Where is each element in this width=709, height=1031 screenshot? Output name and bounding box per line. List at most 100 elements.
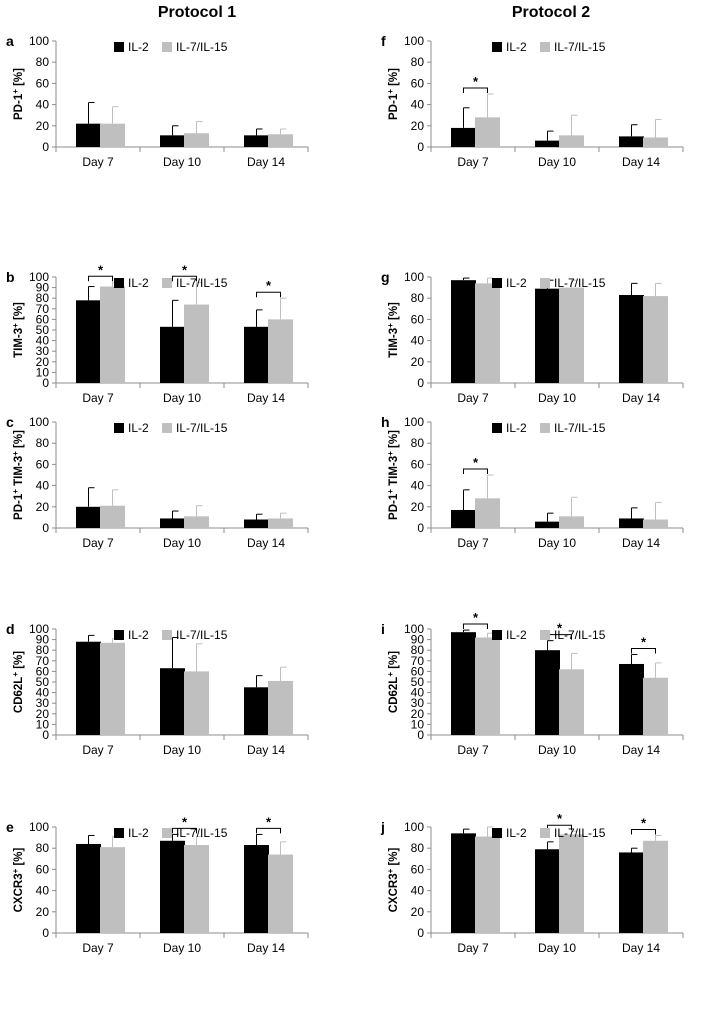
x-tick-label: Day 14 <box>247 941 285 955</box>
y-tick-label: 80 <box>411 643 425 657</box>
y-tick-label: 20 <box>411 119 425 133</box>
y-tick-label: 30 <box>411 696 425 710</box>
legend: IL-2 IL-7/IL-15 <box>492 826 606 840</box>
legend-label: IL-2 <box>128 628 149 642</box>
bar-il-2-3 <box>244 687 269 735</box>
bar-il-2-2 <box>535 521 560 528</box>
bar-il-2-2 <box>535 140 560 147</box>
y-tick-label: 10 <box>36 365 50 379</box>
y-tick-label: 20 <box>411 905 425 919</box>
bar-il-7-il-15-2 <box>559 287 584 383</box>
y-tick-label: 0 <box>42 728 49 742</box>
legend: IL-2 IL-7/IL-15 <box>114 628 228 642</box>
y-tick-label: 0 <box>417 926 424 940</box>
significance-star: * <box>473 74 479 89</box>
bar-il-7-il-15-1 <box>100 847 125 933</box>
bar-il-7-il-15-3 <box>268 518 293 528</box>
panel-a: a 0 20 40 60 80 100 Day 7 Day 10 Day 14 PD-1+ [%] I… <box>6 33 309 169</box>
bar-il-2-1 <box>76 641 101 735</box>
significance-star: * <box>266 278 272 293</box>
y-tick-label: 60 <box>36 862 50 876</box>
bar-il-2-3 <box>619 852 644 933</box>
y-tick-label: 100 <box>404 270 424 284</box>
y-tick-label: 0 <box>42 376 49 390</box>
y-tick-label: 40 <box>36 334 50 348</box>
y-tick-label: 100 <box>29 34 49 48</box>
bar-il-2-3 <box>244 326 269 383</box>
bar-il-7-il-15-3 <box>643 137 668 147</box>
legend-label: IL-7/IL-15 <box>176 40 228 54</box>
bar-il-7-il-15-1 <box>475 836 500 933</box>
y-tick-label: 20 <box>411 500 425 514</box>
y-tick-label: 60 <box>411 76 425 90</box>
panel-letter-i: i <box>381 621 385 637</box>
y-tick-label: 10 <box>36 717 50 731</box>
y-tick-label: 80 <box>411 436 425 450</box>
y-tick-label: 100 <box>404 820 424 834</box>
y-tick-label: 60 <box>411 457 425 471</box>
bar-il-7-il-15-2 <box>559 516 584 528</box>
bar-il-7-il-15-3 <box>268 134 293 147</box>
panel-letter-e: e <box>6 819 14 835</box>
x-tick-label: Day 7 <box>82 743 114 757</box>
significance-bracket <box>172 827 197 834</box>
bar-il-2-2 <box>160 135 185 147</box>
significance-star: * <box>641 634 647 649</box>
x-tick-label: Day 14 <box>247 536 285 550</box>
significance-bracket <box>463 87 488 93</box>
legend-swatch <box>492 278 502 288</box>
y-tick-label: 0 <box>42 140 49 154</box>
legend: IL-2 IL-7/IL-15 <box>114 826 228 840</box>
y-tick-label: 50 <box>411 675 425 689</box>
bar-il-7-il-15-2 <box>559 135 584 147</box>
legend: IL-2 IL-7/IL-15 <box>492 40 606 54</box>
y-tick-label: 100 <box>404 622 424 636</box>
legend-swatch <box>114 630 124 640</box>
y-tick-label: 60 <box>36 457 50 471</box>
bar-il-2-1 <box>76 300 101 383</box>
bar-il-2-1 <box>451 127 476 147</box>
y-tick-label: 40 <box>411 479 425 493</box>
bar-il-2-2 <box>160 840 185 933</box>
y-tick-label: 70 <box>411 654 425 668</box>
y-tick-label: 40 <box>411 334 425 348</box>
y-tick-label: 30 <box>36 696 50 710</box>
bar-il-2-1 <box>76 506 101 528</box>
significance-star: * <box>641 815 647 830</box>
x-tick-label: Day 7 <box>82 536 114 550</box>
bar-il-2-1 <box>451 833 476 933</box>
bar-il-7-il-15-2 <box>184 845 209 933</box>
bar-il-2-3 <box>619 518 644 528</box>
bar-il-7-il-15-3 <box>643 677 668 735</box>
bar-il-2-2 <box>535 849 560 933</box>
y-axis-label: TIM-3+ [%] <box>386 302 400 358</box>
x-tick-label: Day 14 <box>247 391 285 405</box>
y-tick-label: 60 <box>411 312 425 326</box>
x-tick-label: Day 10 <box>538 155 576 169</box>
y-tick-label: 50 <box>36 323 50 337</box>
bar-il-7-il-15-3 <box>643 519 668 528</box>
y-tick-label: 100 <box>404 415 424 429</box>
x-tick-label: Day 10 <box>538 941 576 955</box>
legend-label: IL-7/IL-15 <box>554 826 606 840</box>
legend-swatch <box>114 828 124 838</box>
bar-il-7-il-15-3 <box>268 680 293 735</box>
y-axis-label: PD-1+ TIM-3+ [%] <box>386 430 400 520</box>
y-tick-label: 0 <box>417 140 424 154</box>
x-tick-label: Day 7 <box>82 391 114 405</box>
y-tick-label: 100 <box>29 270 49 284</box>
bar-il-2-2 <box>160 518 185 528</box>
significance-bracket <box>172 275 197 282</box>
bar-il-7-il-15-1 <box>100 642 125 735</box>
significance-bracket <box>547 824 572 831</box>
y-axis-label: CD62L+ [%] <box>11 651 25 713</box>
bar-il-7-il-15-2 <box>184 133 209 147</box>
y-tick-label: 40 <box>411 686 425 700</box>
bar-il-7-il-15-1 <box>100 286 125 383</box>
legend-label: IL-7/IL-15 <box>176 826 228 840</box>
bar-il-7-il-15-2 <box>559 834 584 933</box>
significance-star: * <box>98 262 104 277</box>
x-tick-label: Day 14 <box>622 391 660 405</box>
